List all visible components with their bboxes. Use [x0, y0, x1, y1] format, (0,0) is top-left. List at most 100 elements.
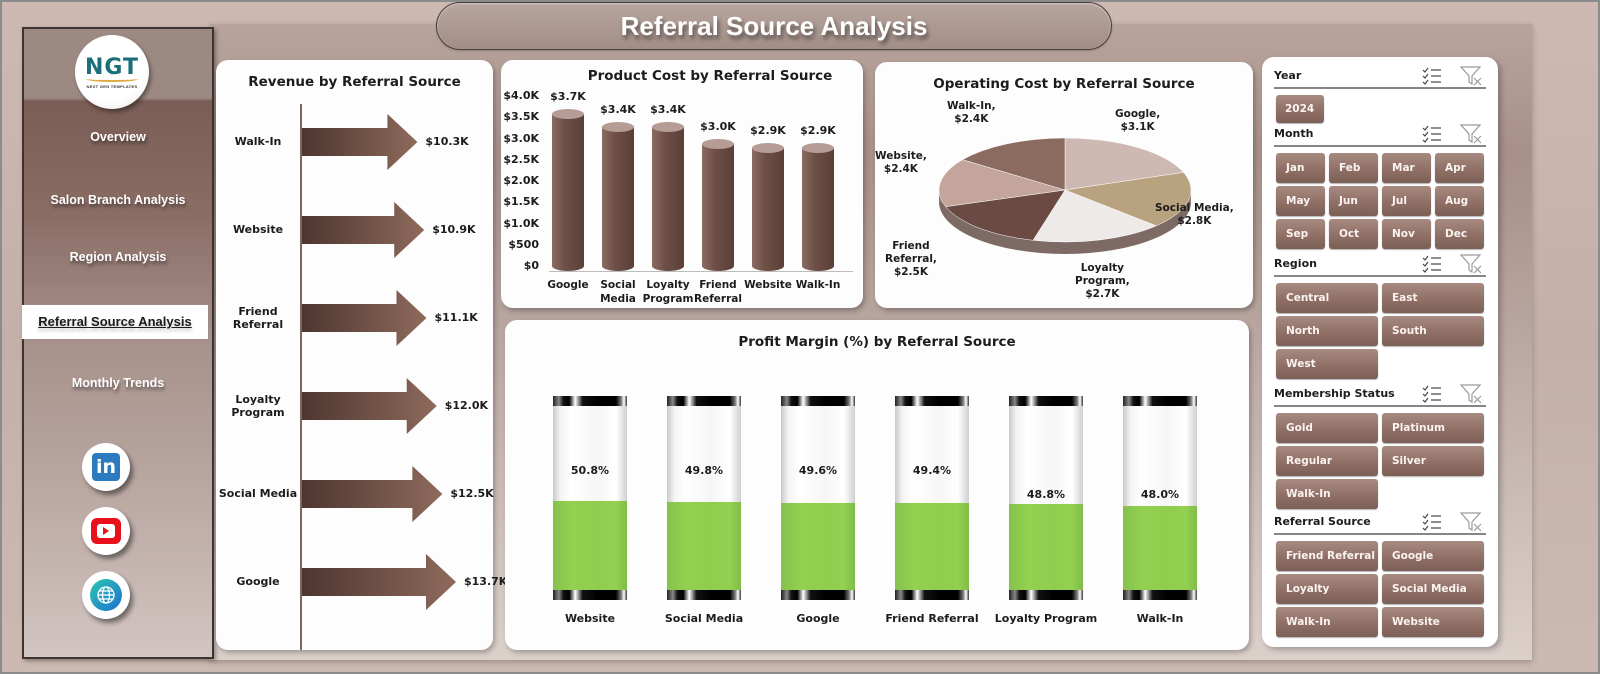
nav-salon-branch-analysis[interactable]: Salon Branch Analysis	[50, 193, 186, 207]
profit-margin-chart-title: Profit Margin (%) by Referral Source	[738, 334, 1016, 350]
profit-margin-chart-card: Profit Margin (%) by Referral Source 50.…	[505, 320, 1249, 650]
slicer-option-month[interactable]: Sep	[1276, 219, 1325, 249]
clear-filter-icon[interactable]	[1459, 384, 1482, 404]
profit-margin-fill	[781, 502, 855, 590]
multi-select-icon[interactable]	[1422, 513, 1442, 531]
profit-margin-value-label: 49.4%	[912, 464, 952, 477]
pie-slice	[1032, 189, 1157, 243]
pie-data-label: Social Media, $2.8K	[1155, 202, 1234, 227]
tube-cap-top	[1009, 396, 1083, 406]
slicer-option-referral-source[interactable]: Social Media	[1382, 574, 1484, 604]
slicer-option-month[interactable]: Nov	[1382, 219, 1431, 249]
slicer-option-referral-source[interactable]: Walk-In	[1276, 607, 1378, 637]
pie-data-label: Loyalty Program, $2.7K	[1075, 262, 1130, 300]
clear-filter-icon[interactable]	[1459, 66, 1482, 86]
profit-margin-value-label: 49.6%	[798, 464, 838, 477]
slicer-option-year[interactable]: 2024	[1276, 95, 1324, 123]
y-axis-tick: $2.0K	[503, 174, 539, 187]
revenue-arrow-bar	[302, 114, 418, 170]
nav-overview[interactable]: Overview	[90, 130, 146, 144]
slicer-option-referral-source[interactable]: Google	[1382, 541, 1484, 571]
nav-monthly-trends[interactable]: Monthly Trends	[71, 376, 165, 390]
slicer-option-month[interactable]: Dec	[1435, 219, 1484, 249]
slicer-option-month[interactable]: Jan	[1276, 153, 1325, 183]
slicer-header-region: Region	[1274, 254, 1486, 277]
tube-cap-bottom	[781, 590, 855, 600]
slicer-option-membership-status[interactable]: Platinum	[1382, 413, 1484, 443]
product-cost-value-label: $3.7K	[550, 89, 586, 103]
pie-slice	[1064, 137, 1185, 191]
clear-filter-icon[interactable]	[1459, 254, 1482, 274]
profit-margin-fill	[553, 500, 627, 590]
revenue-category-label: Website	[232, 223, 284, 236]
slicer-option-month[interactable]: Jun	[1329, 186, 1378, 216]
slicer-option-region[interactable]: North	[1276, 316, 1378, 346]
multi-select-icon[interactable]	[1422, 125, 1442, 143]
linkedin-button[interactable]: in	[82, 443, 130, 491]
bottom-strip	[0, 672, 1600, 686]
profit-margin-column: 49.6%	[781, 396, 855, 600]
slicer-title-region: Region	[1274, 257, 1317, 270]
slicer-option-month[interactable]: Apr	[1435, 153, 1484, 183]
nav-referral-source-analysis[interactable]: Referral Source Analysis	[22, 305, 208, 339]
globe-icon	[90, 579, 122, 611]
profit-margin-category-label: Loyalty Program	[994, 612, 1098, 625]
y-axis-tick: $3.5K	[503, 110, 539, 124]
slicer-option-month[interactable]: Jul	[1382, 186, 1431, 216]
slicer-option-month[interactable]: Feb	[1329, 153, 1378, 183]
slicer-option-referral-source[interactable]: Website	[1382, 607, 1484, 637]
profit-margin-fill	[895, 503, 969, 590]
revenue-value-label: $12.0K	[444, 399, 489, 412]
logo-subtitle: NEXT GEN TEMPLATES	[86, 84, 138, 89]
revenue-value-label: $13.7K	[464, 575, 508, 588]
slicer-option-membership-status[interactable]: Silver	[1382, 446, 1484, 476]
operating-cost-chart-card: Operating Cost by Referral Source Google…	[875, 62, 1253, 308]
logo-swoosh-icon	[86, 76, 138, 82]
slicer-option-month[interactable]: May	[1276, 186, 1325, 216]
pie-slice	[1064, 172, 1192, 227]
revenue-arrow-bar	[302, 466, 443, 522]
multi-select-icon[interactable]	[1422, 255, 1442, 273]
clear-filter-icon[interactable]	[1459, 124, 1482, 144]
slicer-option-membership-status[interactable]: Walk-In	[1276, 479, 1378, 509]
slicer-option-referral-source[interactable]: Friend Referral	[1276, 541, 1378, 571]
profit-margin-category-label: Website	[564, 612, 616, 625]
product-cost-bar	[652, 121, 684, 271]
profit-margin-value-label: 49.8%	[684, 464, 724, 477]
slicer-option-month[interactable]: Oct	[1329, 219, 1378, 249]
multi-select-icon[interactable]	[1422, 67, 1442, 85]
product-cost-category-label: Loyalty Program	[642, 279, 694, 305]
slicer-option-month[interactable]: Mar	[1382, 153, 1431, 183]
nav-region-analysis[interactable]: Region Analysis	[69, 250, 167, 264]
tube-glass	[1009, 406, 1083, 590]
revenue-category-label: Friend Referral	[232, 305, 284, 331]
product-cost-category-label: Social Media	[600, 279, 636, 305]
slicer-option-region[interactable]: West	[1276, 349, 1378, 379]
slicer-option-membership-status[interactable]: Regular	[1276, 446, 1378, 476]
profit-margin-fill	[1009, 504, 1083, 590]
tube-cap-top	[781, 396, 855, 406]
revenue-chart-title: Revenue by Referral Source	[248, 74, 461, 90]
slicer-option-month[interactable]: Aug	[1435, 186, 1484, 216]
slicer-option-referral-source[interactable]: Loyalty Program	[1276, 574, 1378, 625]
product-cost-value-label: $3.4K	[600, 102, 636, 116]
product-cost-bar	[552, 108, 584, 271]
profit-margin-category-label: Friend Referral	[885, 612, 979, 625]
slicer-option-region[interactable]: Central	[1276, 283, 1378, 313]
clear-filter-icon[interactable]	[1459, 512, 1482, 532]
slicer-option-region[interactable]: South	[1382, 316, 1484, 346]
pie-data-label: Website, $2.4K	[875, 150, 927, 175]
revenue-arrow-bar	[302, 290, 427, 346]
profit-margin-column: 50.8%	[553, 396, 627, 600]
tube-cap-top	[895, 396, 969, 406]
profit-margin-column: 49.4%	[895, 396, 969, 600]
multi-select-icon[interactable]	[1422, 385, 1442, 403]
youtube-button[interactable]	[82, 507, 130, 555]
linkedin-icon: in	[92, 453, 120, 481]
slicer-option-membership-status[interactable]: Gold	[1276, 413, 1378, 443]
tube-cap-top	[667, 396, 741, 406]
revenue-arrow-bar	[302, 202, 425, 258]
page-title: Referral Source Analysis	[620, 10, 928, 41]
slicer-option-region[interactable]: East	[1382, 283, 1484, 313]
website-button[interactable]	[82, 571, 130, 619]
